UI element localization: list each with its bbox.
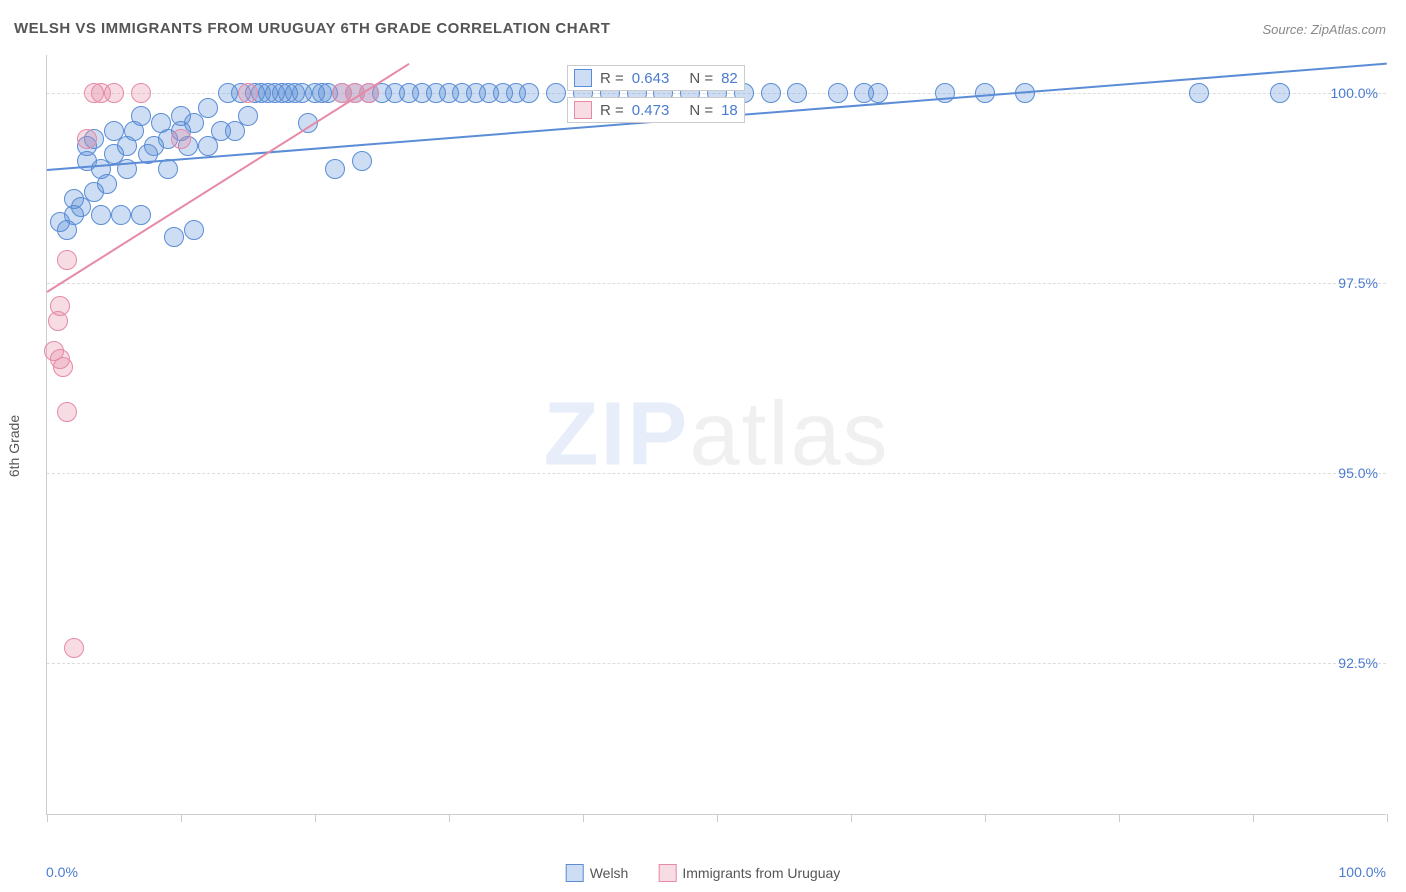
n-label: N =	[689, 70, 713, 87]
data-point	[828, 83, 848, 103]
data-point	[238, 106, 258, 126]
x-tick	[315, 814, 316, 822]
x-axis-min-label: 0.0%	[46, 864, 78, 880]
watermark-zip: ZIP	[543, 384, 689, 484]
data-point	[761, 83, 781, 103]
data-point	[111, 205, 131, 225]
r-value: 0.643	[632, 70, 670, 87]
data-point	[1270, 83, 1290, 103]
data-point	[352, 151, 372, 171]
legend-label: Immigrants from Uruguay	[682, 865, 840, 881]
legend: Welsh Immigrants from Uruguay	[566, 864, 841, 882]
data-point	[198, 98, 218, 118]
stat-swatch	[574, 69, 592, 87]
legend-item: Welsh	[566, 864, 629, 882]
data-point	[158, 159, 178, 179]
data-point	[164, 227, 184, 247]
x-tick	[1253, 814, 1254, 822]
watermark-atlas: atlas	[689, 384, 889, 484]
n-value: 18	[721, 102, 738, 119]
data-point	[50, 296, 70, 316]
data-point	[77, 129, 97, 149]
legend-item: Immigrants from Uruguay	[658, 864, 840, 882]
x-tick	[181, 814, 182, 822]
x-tick	[583, 814, 584, 822]
gridline	[47, 283, 1386, 284]
x-axis-max-label: 100.0%	[1339, 864, 1386, 880]
data-point	[131, 106, 151, 126]
r-label: R =	[600, 102, 624, 119]
data-point	[53, 357, 73, 377]
legend-swatch	[566, 864, 584, 882]
data-point	[787, 83, 807, 103]
y-tick-label: 95.0%	[1338, 465, 1378, 481]
chart-title: WELSH VS IMMIGRANTS FROM URUGUAY 6TH GRA…	[14, 20, 610, 37]
data-point	[131, 83, 151, 103]
gridline	[47, 663, 1386, 664]
data-point	[171, 129, 191, 149]
y-axis-label: 6th Grade	[6, 415, 22, 477]
y-tick-label: 100.0%	[1331, 85, 1378, 101]
n-label: N =	[689, 102, 713, 119]
data-point	[519, 83, 539, 103]
y-tick-label: 97.5%	[1338, 275, 1378, 291]
legend-swatch	[658, 864, 676, 882]
data-point	[104, 83, 124, 103]
stat-swatch	[574, 101, 592, 119]
y-tick-label: 92.5%	[1338, 655, 1378, 671]
x-tick	[1387, 814, 1388, 822]
data-point	[91, 205, 111, 225]
data-point	[546, 83, 566, 103]
data-point	[184, 220, 204, 240]
data-point	[131, 205, 151, 225]
n-value: 82	[721, 70, 738, 87]
data-point	[868, 83, 888, 103]
data-point	[1189, 83, 1209, 103]
data-point	[57, 250, 77, 270]
x-tick	[1119, 814, 1120, 822]
data-point	[238, 83, 258, 103]
plot-area: ZIPatlas 92.5% 95.0% 97.5% 100.0% R = 0.643 N …	[46, 55, 1386, 815]
source-label: Source: ZipAtlas.com	[1262, 22, 1386, 37]
data-point	[64, 638, 84, 658]
data-point	[57, 402, 77, 422]
x-tick	[47, 814, 48, 822]
gridline	[47, 473, 1386, 474]
stat-box: R = 0.643 N = 82	[567, 65, 745, 91]
r-label: R =	[600, 70, 624, 87]
x-tick	[851, 814, 852, 822]
legend-label: Welsh	[590, 865, 629, 881]
data-point	[97, 174, 117, 194]
x-tick	[717, 814, 718, 822]
stat-box: R = 0.473 N = 18	[567, 97, 745, 123]
x-tick	[985, 814, 986, 822]
data-point	[325, 159, 345, 179]
watermark: ZIPatlas	[543, 383, 889, 486]
r-value: 0.473	[632, 102, 670, 119]
x-tick	[449, 814, 450, 822]
